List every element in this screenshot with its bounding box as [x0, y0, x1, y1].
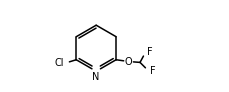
Text: F: F — [149, 66, 155, 76]
Text: F: F — [146, 47, 152, 57]
Text: Cl: Cl — [54, 58, 64, 68]
Text: O: O — [124, 56, 132, 67]
Text: N: N — [92, 72, 99, 82]
